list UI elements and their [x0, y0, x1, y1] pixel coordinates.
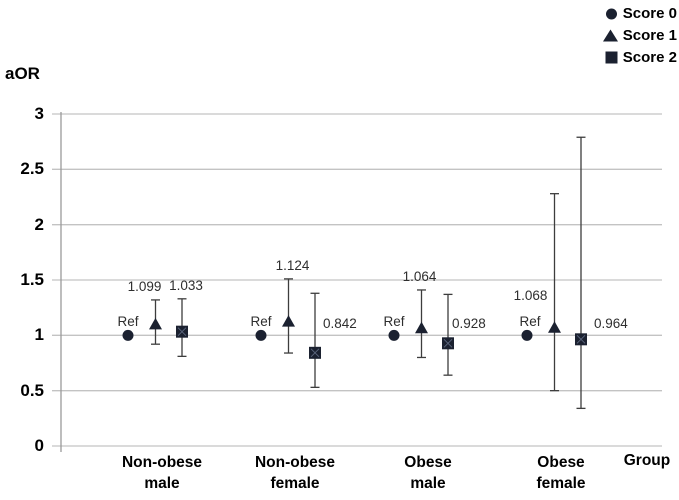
marker-square-cross	[576, 334, 586, 344]
square-icon	[605, 51, 618, 63]
data-label: Ref	[117, 314, 139, 330]
x-axis-title: Group	[623, 452, 671, 469]
legend-item-score1: Score 1	[602, 25, 677, 45]
legend-label: Score 0	[622, 4, 677, 22]
y-tick-label: 1	[34, 325, 44, 345]
legend-item-score2: Score 2	[602, 47, 677, 67]
marker-circle-score0	[521, 329, 533, 341]
x-category-label: Non-obese male	[121, 454, 203, 492]
marker-circle-score0	[255, 329, 267, 341]
data-label: 1.068	[513, 288, 548, 303]
marker-circle-score0	[388, 329, 400, 341]
data-label: 0.842	[323, 316, 357, 331]
y-tick-label: 2	[34, 214, 44, 234]
marker-square-cross	[177, 327, 187, 337]
data-label: 1.033	[169, 277, 203, 293]
data-label: 1.099	[127, 278, 162, 294]
x-category-label: Obese female	[536, 454, 586, 492]
marker-triangle-score1	[282, 315, 295, 327]
legend: Score 0 Score 1 Score 2	[602, 3, 677, 67]
marker-triangle-score1	[548, 321, 561, 333]
data-label: Ref	[383, 314, 405, 330]
legend-label: Score 1	[622, 26, 677, 44]
x-category-label: Obese male	[404, 454, 452, 492]
circle-icon	[605, 8, 617, 19]
y-axis-title: aOR	[5, 64, 40, 83]
data-label: Ref	[519, 314, 541, 330]
marker-square-cross	[443, 338, 453, 348]
data-label: 0.928	[452, 316, 486, 331]
data-label: 1.064	[402, 268, 437, 284]
y-tick-label: 1.5	[20, 270, 44, 289]
y-tick-label: 2.5	[20, 159, 44, 179]
legend-label: Score 2	[622, 48, 677, 66]
triangle-icon	[602, 29, 618, 41]
data-label: 1.124	[275, 257, 310, 273]
marker-square-cross	[310, 348, 320, 358]
data-label: 0.964	[594, 316, 628, 331]
y-tick-label: 0	[34, 436, 44, 455]
marker-circle-score0	[122, 329, 134, 341]
legend-item-score0: Score 0	[602, 3, 677, 23]
marker-triangle-score1	[149, 317, 162, 330]
x-category-label: Non-obese female	[254, 454, 336, 492]
y-tick-label: 0.5	[20, 380, 44, 400]
data-label: Ref	[250, 314, 272, 330]
marker-triangle-score1	[415, 321, 428, 334]
y-tick-label: 3	[34, 104, 44, 123]
